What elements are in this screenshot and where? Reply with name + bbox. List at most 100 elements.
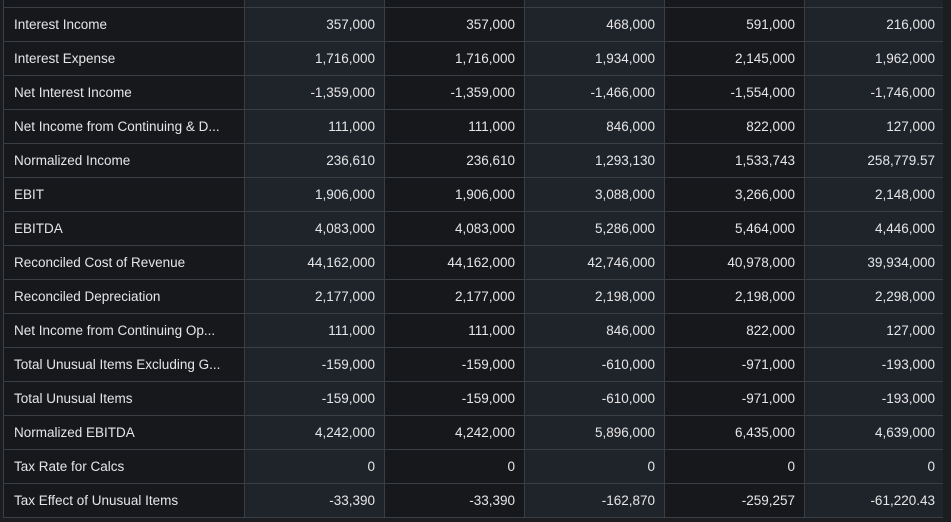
row-label: Normalized Income [3,143,245,178]
cell-value: 3,266,000 [664,177,805,212]
table-row: Net Interest Income -1,359,000 -1,359,000-… [3,75,945,110]
cell-value: 357,000 [244,7,385,42]
table-row-partial [3,0,945,8]
cell-value: 468,000 [524,7,665,42]
cell-value: 111,000 [244,313,385,348]
table-row: Tax Rate for Calcs 0 0 0 0 0 [3,449,945,484]
cell-value: 44,162,000 [384,245,525,280]
cell-value: 1,962,000 [804,41,945,76]
cell-value: 127,000 [804,313,945,348]
cell-value: 1,906,000 [244,177,385,212]
row-label: Interest Income [3,7,245,42]
cell-value: 5,464,000 [664,211,805,246]
cell-value: 2,198,000 [664,279,805,314]
cell-value: 5,896,000 [524,415,665,450]
cell-value: 2,177,000 [244,279,385,314]
row-label: Normalized EBITDA [3,415,245,450]
cell-value: 822,000 [664,109,805,144]
scrollbar[interactable] [943,0,951,522]
cell-value: -159,000 [384,381,525,416]
table-row: Reconciled Cost of Revenue 44,162,000 44,1… [3,245,945,280]
cell-value: 2,198,000 [524,279,665,314]
cell-value: -162,870 [524,483,665,518]
cell-value: 591,000 [664,7,805,42]
cell-value: 357,000 [384,7,525,42]
cell-value: 258,779.57 [804,143,945,178]
cell-value: -33,390 [384,483,525,518]
cell-value: 111,000 [384,109,525,144]
cell-value: -259,257 [664,483,805,518]
table-row: Net Income from Continuing & D... 111,000… [3,109,945,144]
row-label: Interest Expense [3,41,245,76]
cell-value: 0 [244,449,385,484]
cell-value: -159,000 [244,347,385,382]
cell-value: 4,242,000 [384,415,525,450]
cell-value: -193,000 [804,347,945,382]
cell-value: -1,554,000 [664,75,805,110]
cell-value: 44,162,000 [244,245,385,280]
cell-value: 2,148,000 [804,177,945,212]
cell-value: 4,083,000 [384,211,525,246]
cell-value: -1,746,000 [804,75,945,110]
cell-value: 4,639,000 [804,415,945,450]
cell-value: 111,000 [244,109,385,144]
table-row: Interest Expense 1,716,000 1,716,000 1,934,… [3,41,945,76]
cell-value: 0 [384,449,525,484]
table-row: Reconciled Depreciation 2,177,000 2,177,00… [3,279,945,314]
cell-value: 40,978,000 [664,245,805,280]
cell-value: 2,177,000 [384,279,525,314]
cell-value: 42,746,000 [524,245,665,280]
cell-value: 236,610 [244,143,385,178]
table-row: EBIT 1,906,000 1,906,000 3,088,000 3,266,000… [3,177,945,212]
cell-value: 1,934,000 [524,41,665,76]
cell-value: 4,083,000 [244,211,385,246]
row-label: EBIT [3,177,245,212]
row-label: Net Interest Income [3,75,245,110]
cell-value: -971,000 [664,381,805,416]
row-label: EBITDA [3,211,245,246]
table-row: Tax Effect of Unusual Items -33,390 -33,39… [3,483,945,518]
table-row: Interest Income 357,000 357,000 468,000 591,… [3,7,945,42]
cell-value: 127,000 [804,109,945,144]
cell-value: -159,000 [244,381,385,416]
cell-value: -193,000 [804,381,945,416]
cell-value: -610,000 [524,347,665,382]
row-label: Total Unusual Items Excluding G... [3,347,245,382]
cell-value: 2,145,000 [664,41,805,76]
cell-value: 1,533,743 [664,143,805,178]
cell-value: -610,000 [524,381,665,416]
cell-value: -1,359,000 [244,75,385,110]
cell-value: -33,390 [244,483,385,518]
cell-value: 4,242,000 [244,415,385,450]
table-row: EBITDA 4,083,000 4,083,000 5,286,000 5,464,0… [3,211,945,246]
cell-value: 1,293,130 [524,143,665,178]
row-label: Net Income from Continuing & D... [3,109,245,144]
cell-value: 0 [664,449,805,484]
cell-value: 6,435,000 [664,415,805,450]
table-row: Total Unusual Items Excluding G... -159,0… [3,347,945,382]
cell-value: 2,298,000 [804,279,945,314]
cell-value: -159,000 [384,347,525,382]
row-label: Reconciled Depreciation [3,279,245,314]
cell-value: -1,359,000 [384,75,525,110]
row-label: Reconciled Cost of Revenue [3,245,245,280]
cell-value: 236,610 [384,143,525,178]
table-row: Normalized EBITDA 4,242,000 4,242,000 5,896… [3,415,945,450]
table-row: Net Income from Continuing Op... 111,000 1… [3,313,945,348]
row-label: Tax Rate for Calcs [3,449,245,484]
cell-value: 822,000 [664,313,805,348]
cell-value: -1,466,000 [524,75,665,110]
cell-value: 3,088,000 [524,177,665,212]
cell-value: 1,716,000 [384,41,525,76]
table-row: Normalized Income 236,610 236,610 1,293,130… [3,143,945,178]
cell-value: -61,220.43 [804,483,945,518]
table-row: Total Unusual Items -159,000 -159,000 -610,… [3,381,945,416]
cell-value: 0 [524,449,665,484]
cell-value: 0 [804,449,945,484]
row-label: Tax Effect of Unusual Items [3,483,245,518]
cell-value: 846,000 [524,109,665,144]
row-label: Net Income from Continuing Op... [3,313,245,348]
cell-value: 39,934,000 [804,245,945,280]
cell-value: 846,000 [524,313,665,348]
row-label: Total Unusual Items [3,381,245,416]
